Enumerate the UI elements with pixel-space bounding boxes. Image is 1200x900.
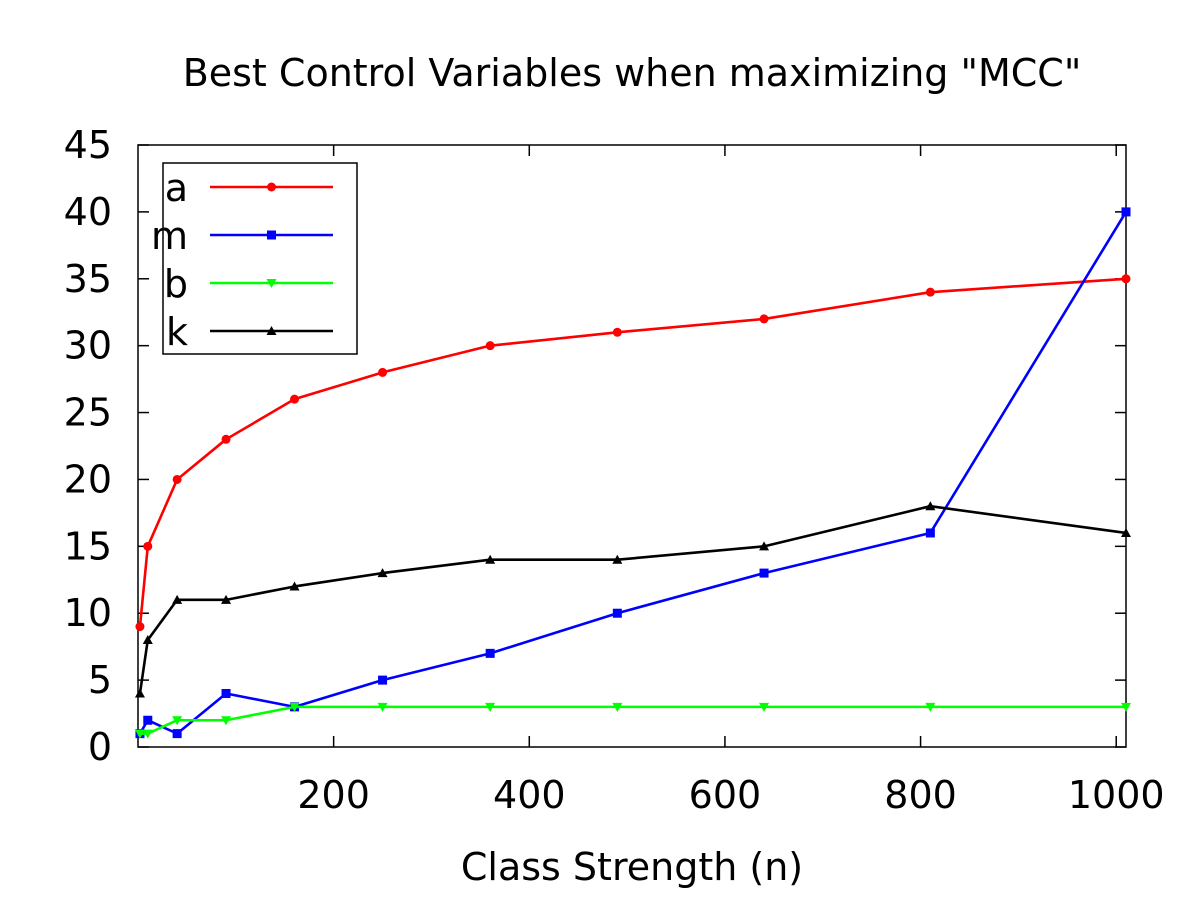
axis-ticks: 0 5 10 15 20 25 30 35 40 45 200 400 600 800 1000	[64, 123, 1165, 817]
x-axis-label: Class Strength (n)	[461, 845, 803, 889]
x-tick-label: 200	[297, 773, 370, 817]
legend-marker	[267, 182, 276, 192]
y-tick-label: 15	[64, 524, 112, 568]
legend-marker	[266, 279, 277, 288]
data-point-a	[221, 434, 231, 444]
series-a	[135, 274, 1131, 632]
legend-item-k: k	[166, 310, 333, 354]
series-k	[134, 501, 1131, 698]
data-point-m	[1121, 207, 1131, 217]
y-tick-label: 45	[64, 123, 112, 167]
legend-marker	[267, 230, 276, 240]
data-point-m	[378, 675, 388, 685]
x-tick-label: 600	[689, 773, 762, 817]
data-point-k	[759, 541, 770, 551]
legend-label: a	[165, 166, 188, 210]
y-tick-label: 5	[88, 658, 112, 702]
data-point-b	[925, 702, 936, 712]
data-point-m	[485, 648, 495, 658]
plot-frame	[137, 144, 1127, 748]
data-point-a	[612, 327, 622, 337]
data-point-b	[172, 716, 183, 726]
data-point-a	[290, 394, 300, 404]
data-point-b	[612, 702, 623, 712]
data-point-k	[134, 688, 145, 698]
data-point-k	[612, 554, 623, 564]
series-layer	[134, 207, 1131, 739]
y-tick-label: 20	[64, 457, 112, 501]
data-point-m	[221, 688, 231, 698]
y-tick-label: 0	[88, 725, 112, 769]
legend-box	[162, 162, 358, 355]
data-point-a	[925, 287, 935, 297]
legend-label: m	[151, 214, 188, 258]
data-point-a	[143, 541, 153, 551]
data-point-k	[289, 581, 300, 591]
data-point-k	[377, 568, 388, 578]
x-tick-label: 800	[884, 773, 957, 817]
chart-title: Best Control Variables when maximizing "…	[183, 51, 1082, 95]
data-point-b	[377, 702, 388, 712]
legend-marker	[266, 326, 277, 335]
data-point-m	[759, 568, 769, 578]
data-point-a	[1121, 274, 1131, 284]
legend-item-m: m	[151, 214, 333, 258]
legend-item-b: b	[164, 262, 333, 306]
data-point-a	[485, 341, 495, 351]
x-tick-label: 400	[493, 773, 566, 817]
data-point-k	[172, 594, 183, 604]
plot-area: 0 5 10 15 20 25 30 35 40 45 200 400 600 800 1000	[64, 123, 1165, 817]
data-point-a	[759, 314, 769, 324]
data-point-m	[172, 729, 182, 739]
data-point-b	[289, 702, 300, 712]
data-point-b	[134, 729, 145, 739]
data-point-k	[1121, 527, 1131, 537]
y-tick-label: 10	[64, 591, 112, 635]
legend-label: b	[164, 262, 188, 306]
data-point-a	[172, 474, 182, 484]
legend-label: k	[166, 310, 188, 354]
data-point-k	[925, 501, 936, 511]
data-point-b	[759, 702, 770, 712]
data-point-b	[485, 702, 496, 712]
data-point-a	[135, 622, 145, 632]
series-line-b	[139, 705, 1126, 735]
x-tick-label: 1000	[1068, 773, 1165, 817]
data-point-b	[221, 716, 232, 726]
y-tick-label: 30	[64, 324, 112, 368]
data-point-m	[143, 715, 153, 725]
data-point-b	[1121, 702, 1131, 712]
y-tick-label: 35	[64, 257, 112, 301]
data-point-k	[142, 634, 153, 644]
series-line-k	[138, 504, 1127, 694]
y-tick-label: 40	[64, 190, 112, 234]
y-tick-label: 25	[64, 391, 112, 435]
data-point-m	[612, 608, 622, 618]
data-point-k	[485, 554, 496, 564]
data-point-b	[142, 729, 153, 739]
data-point-m	[925, 528, 935, 538]
data-point-a	[378, 367, 388, 377]
legend-item-a: a	[165, 166, 333, 210]
data-point-k	[221, 594, 232, 604]
series-b	[134, 702, 1131, 739]
